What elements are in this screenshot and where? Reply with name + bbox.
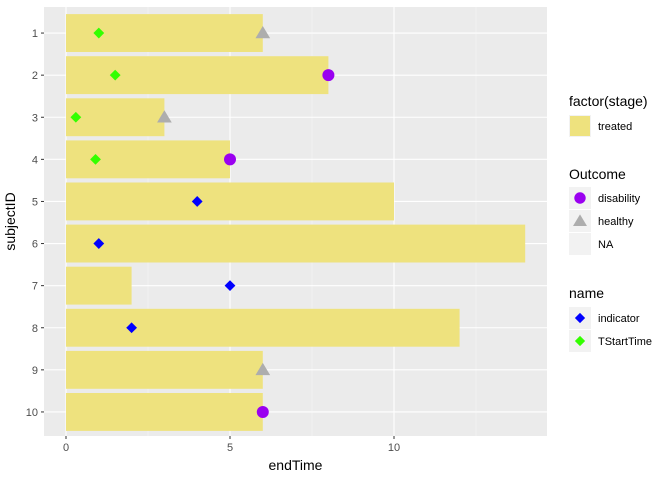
outcome-point-healthy [157, 110, 172, 123]
name-point-TStartTime [70, 111, 82, 123]
legend-stage-title: factor(stage) [569, 93, 648, 109]
outcome-point-healthy [255, 26, 271, 39]
y-tick-label: 4 [32, 154, 38, 166]
legend-label: healthy [598, 216, 634, 228]
legend-name-title: name [569, 285, 604, 301]
bar [66, 393, 263, 431]
legend-key-bg [569, 233, 591, 255]
bar [66, 56, 329, 95]
y-tick-label: 10 [26, 407, 38, 419]
legend-stage: factor(stage) treated [569, 93, 648, 137]
x-tick-label: 10 [388, 442, 400, 454]
outcome-point-disability [256, 405, 269, 418]
x-axis-title: endTime [269, 457, 323, 473]
name-point-TStartTime [109, 69, 121, 81]
legend-label: indicator [598, 313, 640, 325]
name-point-indicator [224, 280, 236, 292]
legend-stage-label: treated [598, 121, 632, 133]
name-point-indicator [93, 238, 105, 249]
name-point-TStartTime [90, 153, 101, 165]
legend-key-diamond [574, 335, 586, 347]
name-point-TStartTime [93, 27, 105, 39]
x-tick-label: 0 [63, 442, 69, 454]
y-tick-label: 7 [32, 281, 38, 293]
legend-name: name indicator TStartTime [569, 285, 652, 352]
legend-key-diamond [574, 312, 586, 324]
x-tick-label: 5 [227, 442, 233, 454]
y-tick-label: 1 [32, 28, 38, 40]
legend-label: NA [598, 239, 614, 251]
bar [66, 224, 526, 263]
outcome-point-disability [322, 69, 335, 82]
y-tick-label: 9 [32, 365, 38, 377]
bar [66, 308, 460, 347]
name-point-indicator [191, 196, 203, 207]
legend-outcome-title: Outcome [569, 166, 626, 182]
outcome-point-disability [224, 153, 236, 166]
outcome-point-healthy [255, 362, 271, 376]
legend-outcome: Outcome disability healthy NA [569, 166, 641, 255]
y-tick-label: 5 [32, 196, 38, 208]
y-tick-label: 6 [32, 239, 38, 251]
legend-stage-swatch [570, 116, 590, 136]
y-tick-label: 2 [32, 70, 38, 82]
legend-label: TStartTime [598, 336, 652, 348]
bar [66, 350, 263, 389]
legend-key-triangle [573, 214, 587, 226]
point-layer [70, 26, 335, 418]
legend-key-circle [574, 192, 586, 204]
bar [66, 182, 394, 221]
axis-layer: 0 5 10 1 2 3 4 5 6 7 8 9 10 [26, 28, 400, 454]
bar [66, 98, 165, 137]
y-tick-label: 8 [32, 323, 38, 335]
y-axis-title: subjectID [2, 192, 18, 250]
y-tick-label: 3 [32, 112, 38, 124]
bar [66, 266, 132, 305]
bar-layer [66, 14, 526, 431]
name-point-indicator [126, 322, 137, 334]
legend-label: disability [598, 193, 641, 205]
